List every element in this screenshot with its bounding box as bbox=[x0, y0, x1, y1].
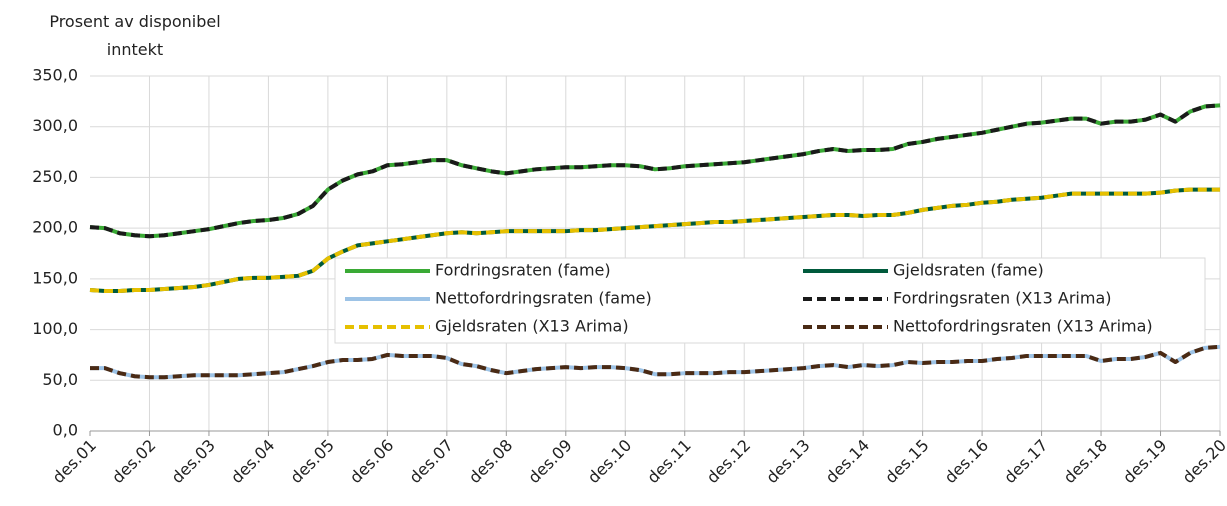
legend-box bbox=[334, 257, 1206, 344]
y-tick-label: 150,0 bbox=[32, 268, 78, 287]
series-line bbox=[89, 103, 1221, 239]
y-tick-label: 300,0 bbox=[32, 116, 78, 135]
y-tick-label: 0,0 bbox=[53, 421, 78, 440]
x-tick-label: des.06 bbox=[346, 436, 397, 487]
x-tick-label: des.16 bbox=[941, 436, 992, 487]
x-tick-label: des.05 bbox=[286, 436, 337, 487]
x-tick-label: des.19 bbox=[1119, 436, 1170, 487]
x-tick-label: des.14 bbox=[822, 436, 873, 487]
x-tick-label: des.02 bbox=[108, 436, 159, 487]
x-tick-label: des.01 bbox=[49, 436, 100, 487]
y-tick-label: 350,0 bbox=[32, 66, 78, 85]
y-tick-label: 50,0 bbox=[42, 370, 78, 389]
y-tick-label: 100,0 bbox=[32, 319, 78, 338]
legend-label: Nettofordringsraten (fame) bbox=[435, 289, 652, 308]
legend-label: Fordringsraten (X13 Arima) bbox=[893, 289, 1112, 308]
y-tick-label: 250,0 bbox=[32, 167, 78, 186]
x-tick-label: des.08 bbox=[465, 436, 516, 487]
legend-label: Fordringsraten (fame) bbox=[435, 261, 611, 280]
legend-label: Nettofordringsraten (X13 Arima) bbox=[893, 317, 1153, 336]
series-line bbox=[90, 344, 1221, 380]
x-tick-label: des.13 bbox=[762, 436, 813, 487]
y-axis-label: Prosent av disponibel inntekt bbox=[49, 12, 221, 59]
x-tick-label: des.04 bbox=[227, 436, 278, 487]
x-tick-label: des.03 bbox=[167, 436, 218, 487]
legend-label: Gjeldsraten (fame) bbox=[893, 261, 1044, 280]
x-tick-label: des.20 bbox=[1179, 436, 1227, 487]
series-line bbox=[89, 103, 1221, 239]
legend-label: Gjeldsraten (X13 Arima) bbox=[435, 317, 629, 336]
x-tick-label: des.15 bbox=[881, 436, 932, 487]
x-tick-label: des.10 bbox=[584, 436, 635, 487]
x-tick-label: des.11 bbox=[643, 436, 694, 487]
x-tick-label: des.12 bbox=[703, 436, 754, 487]
x-tick-label: des.18 bbox=[1060, 436, 1111, 487]
x-tick-label: des.17 bbox=[1000, 436, 1051, 487]
x-tick-label: des.07 bbox=[405, 436, 456, 487]
y-tick-label: 200,0 bbox=[32, 218, 78, 237]
x-tick-label: des.09 bbox=[524, 436, 575, 487]
series-line bbox=[89, 187, 1220, 294]
